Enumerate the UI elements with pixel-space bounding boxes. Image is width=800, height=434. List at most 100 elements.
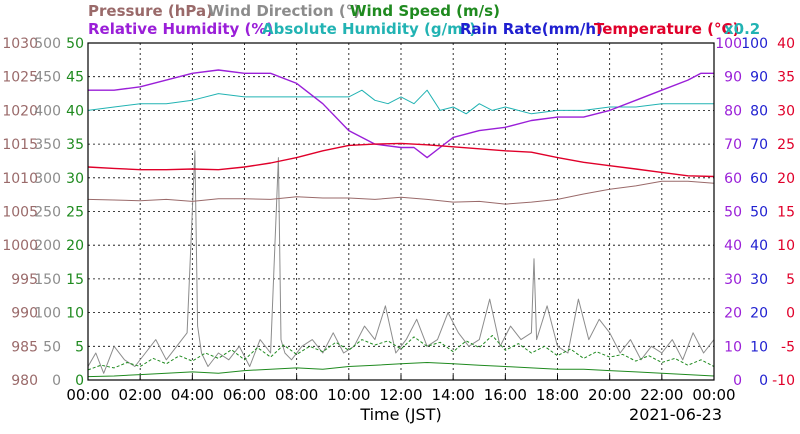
pressure-tick-label: 990 <box>11 306 38 322</box>
series-wind-speed-m-s-min <box>87 362 715 378</box>
wind-direction-tick-label: 200 <box>34 238 61 254</box>
rain-rate-tick-label: 100 <box>741 36 768 52</box>
humidity-tick-label: 100 <box>715 36 742 52</box>
humidity-tick-label: 30 <box>724 272 742 288</box>
right-axes: 0102030405060708090100010203040506070809… <box>715 36 795 389</box>
legend-pressure-hpa: Pressure (hPa) <box>88 2 213 20</box>
legend-rain-rate-mm-h: Rain Rate(mm/h) <box>460 20 603 38</box>
wind-direction-tick-label: 350 <box>34 137 61 153</box>
temperature-tick-label: 20 <box>777 171 795 187</box>
grid <box>88 43 714 380</box>
x-axis-ticks: 00:00 02:00 04:00 06:00 08:00 10:00 12:00 14:00… <box>66 375 736 404</box>
temperature-tick-label: -10 <box>772 373 795 389</box>
temperature-tick-label: -5 <box>781 339 795 355</box>
humidity-tick-label: 10 <box>724 339 742 355</box>
pressure-tick-label: 985 <box>11 339 38 355</box>
left-axes: 9809859909951000100510101015102010251030… <box>2 36 84 389</box>
series-pressure-hpa <box>87 180 715 205</box>
rain-rate-tick-label: 40 <box>750 238 768 254</box>
humidity-tick-label: 90 <box>724 70 742 86</box>
humidity-tick-label: 20 <box>724 306 742 322</box>
x-tick-label: 02:00 <box>119 386 162 404</box>
temperature-tick-label: 0 <box>786 306 795 322</box>
x-axis-label: Time (JST) <box>359 405 441 424</box>
x-tick-label: 00:00 <box>66 386 109 404</box>
series-relative-humidity <box>88 69 714 159</box>
x-tick-label: 22:00 <box>640 386 683 404</box>
legend-wind-direction: Wind Direction (°) <box>208 2 360 20</box>
pressure-tick-label: 1010 <box>2 171 38 187</box>
series-temperature-c <box>87 142 715 178</box>
series-wind-direction <box>87 150 715 374</box>
wind-speed-tick-label: 40 <box>66 103 84 119</box>
x-tick-label: 12:00 <box>379 386 422 404</box>
rain-rate-tick-label: 80 <box>750 103 768 119</box>
wind-speed-tick-label: 50 <box>66 36 84 52</box>
wind-direction-tick-label: 450 <box>34 70 61 86</box>
wind-direction-tick-label: 0 <box>52 373 61 389</box>
wind-direction-tick-label: 50 <box>43 339 61 355</box>
rain-rate-tick-label: 0 <box>759 373 768 389</box>
humidity-tick-label: 40 <box>724 238 742 254</box>
x-tick-label: 14:00 <box>432 386 475 404</box>
temperature-tick-label: 5 <box>786 272 795 288</box>
rain-rate-tick-label: 10 <box>750 339 768 355</box>
temperature-tick-label: 30 <box>777 103 795 119</box>
wind-speed-tick-label: 35 <box>66 137 84 153</box>
temperature-tick-label: 15 <box>777 205 795 221</box>
wind-direction-tick-label: 100 <box>34 306 61 322</box>
humidity-tick-label: 0 <box>733 373 742 389</box>
legend-absolute-humidity-g-m: Absolute Humidity (g/m³) <box>262 20 476 38</box>
pressure-tick-label: 980 <box>11 373 38 389</box>
humidity-tick-label: 80 <box>724 103 742 119</box>
x-tick-label: 18:00 <box>536 386 579 404</box>
wind-direction-tick-label: 500 <box>34 36 61 52</box>
wind-speed-tick-label: 30 <box>66 171 84 187</box>
humidity-tick-label: 60 <box>724 171 742 187</box>
pressure-tick-label: 1020 <box>2 103 38 119</box>
x-tick-label: 16:00 <box>484 386 527 404</box>
rain-rate-tick-label: 90 <box>750 70 768 86</box>
wind-direction-tick-label: 300 <box>34 171 61 187</box>
temperature-tick-label: 10 <box>777 238 795 254</box>
pressure-tick-label: 1000 <box>2 238 38 254</box>
wind-direction-tick-label: 150 <box>34 272 61 288</box>
x-tick-label: 20:00 <box>588 386 631 404</box>
legend-relative-humidity: Relative Humidity (%) <box>88 20 273 38</box>
wind-speed-tick-label: 45 <box>66 70 84 86</box>
wind-speed-tick-label: 20 <box>66 238 84 254</box>
x-tick-label: 10:00 <box>327 386 370 404</box>
legend-temperature-c: Temperature (°C) <box>594 20 739 38</box>
x-tick-label: 08:00 <box>275 386 318 404</box>
humidity-tick-label: 70 <box>724 137 742 153</box>
wind-speed-tick-label: 0 <box>75 373 84 389</box>
pressure-tick-label: 995 <box>11 272 38 288</box>
temperature-tick-label: 35 <box>777 70 795 86</box>
rain-rate-tick-label: 70 <box>750 137 768 153</box>
humidity-tick-label: 50 <box>724 205 742 221</box>
chart-date: 2021-06-23 <box>629 405 722 424</box>
x-tick-label: 04:00 <box>171 386 214 404</box>
wind-direction-tick-label: 400 <box>34 103 61 119</box>
wind-speed-tick-label: 10 <box>66 306 84 322</box>
wind-direction-tick-label: 250 <box>34 205 61 221</box>
rain-rate-tick-label: 60 <box>750 171 768 187</box>
rain-rate-tick-label: 50 <box>750 205 768 221</box>
wind-speed-tick-label: 25 <box>66 205 84 221</box>
rain-rate-tick-label: 30 <box>750 272 768 288</box>
legend-row-1: Pressure (hPa)Wind Direction (°)Wind Spe… <box>88 2 500 20</box>
pressure-tick-label: 1015 <box>2 137 38 153</box>
legend-wind-speed-m-s: Wind Speed (m/s) <box>350 2 500 20</box>
temperature-tick-label: 40 <box>777 36 795 52</box>
series-absolute-humidity-g-m <box>87 89 714 115</box>
temperature-tick-label: 25 <box>777 137 795 153</box>
legend-x0-2: x0.2 <box>724 20 760 38</box>
series-wind-speed-m-s <box>87 335 715 371</box>
rain-rate-tick-label: 20 <box>750 306 768 322</box>
wind-speed-tick-label: 5 <box>75 339 84 355</box>
pressure-tick-label: 1025 <box>2 70 38 86</box>
legend-row-2: Relative Humidity (%)Absolute Humidity (… <box>88 20 760 38</box>
pressure-tick-label: 1005 <box>2 205 38 221</box>
wind-speed-tick-label: 15 <box>66 272 84 288</box>
